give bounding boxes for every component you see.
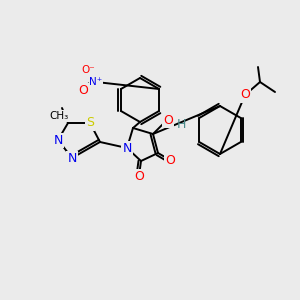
Text: O⁻: O⁻ [81,65,95,75]
Text: H: H [176,118,186,130]
Text: O: O [240,88,250,101]
Text: CH₃: CH₃ [50,111,69,121]
Text: O: O [163,113,173,127]
Text: N: N [122,142,132,154]
Text: N: N [53,134,63,146]
Text: S: S [86,116,94,130]
Text: N: N [67,152,77,164]
Text: O: O [165,154,175,166]
Text: N⁺: N⁺ [89,77,103,87]
Text: O: O [78,83,88,97]
Text: O: O [134,169,144,182]
